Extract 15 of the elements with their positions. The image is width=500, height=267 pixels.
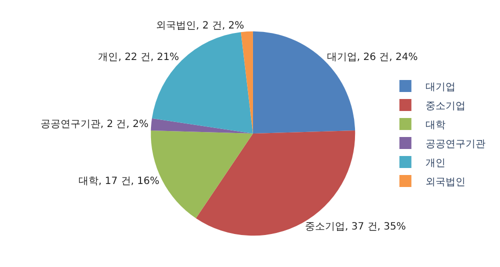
pie-slice: [152, 32, 253, 134]
data-label: 공공연구기관, 2 건, 2%: [40, 118, 148, 130]
pie-slice: [240, 31, 253, 134]
legend-label: 중소기업: [425, 100, 466, 112]
legend-label: 개인: [425, 158, 446, 169]
data-label: 중소기업, 37 건, 35%: [305, 222, 406, 233]
legend-label: 공공연구기관: [425, 138, 486, 150]
data-label: 개인, 22 건, 21%: [98, 52, 180, 63]
legend-label: 대학: [425, 120, 446, 131]
legend-label: 외국법인: [425, 176, 466, 188]
legend-label: 대기업: [425, 82, 456, 93]
data-label: 대기업, 26 건, 24%: [326, 52, 418, 63]
data-label: 외국법인, 2 건, 2%: [156, 20, 244, 32]
pie-slice: [150, 118, 253, 134]
data-label: 대학, 17 건, 16%: [78, 176, 160, 187]
